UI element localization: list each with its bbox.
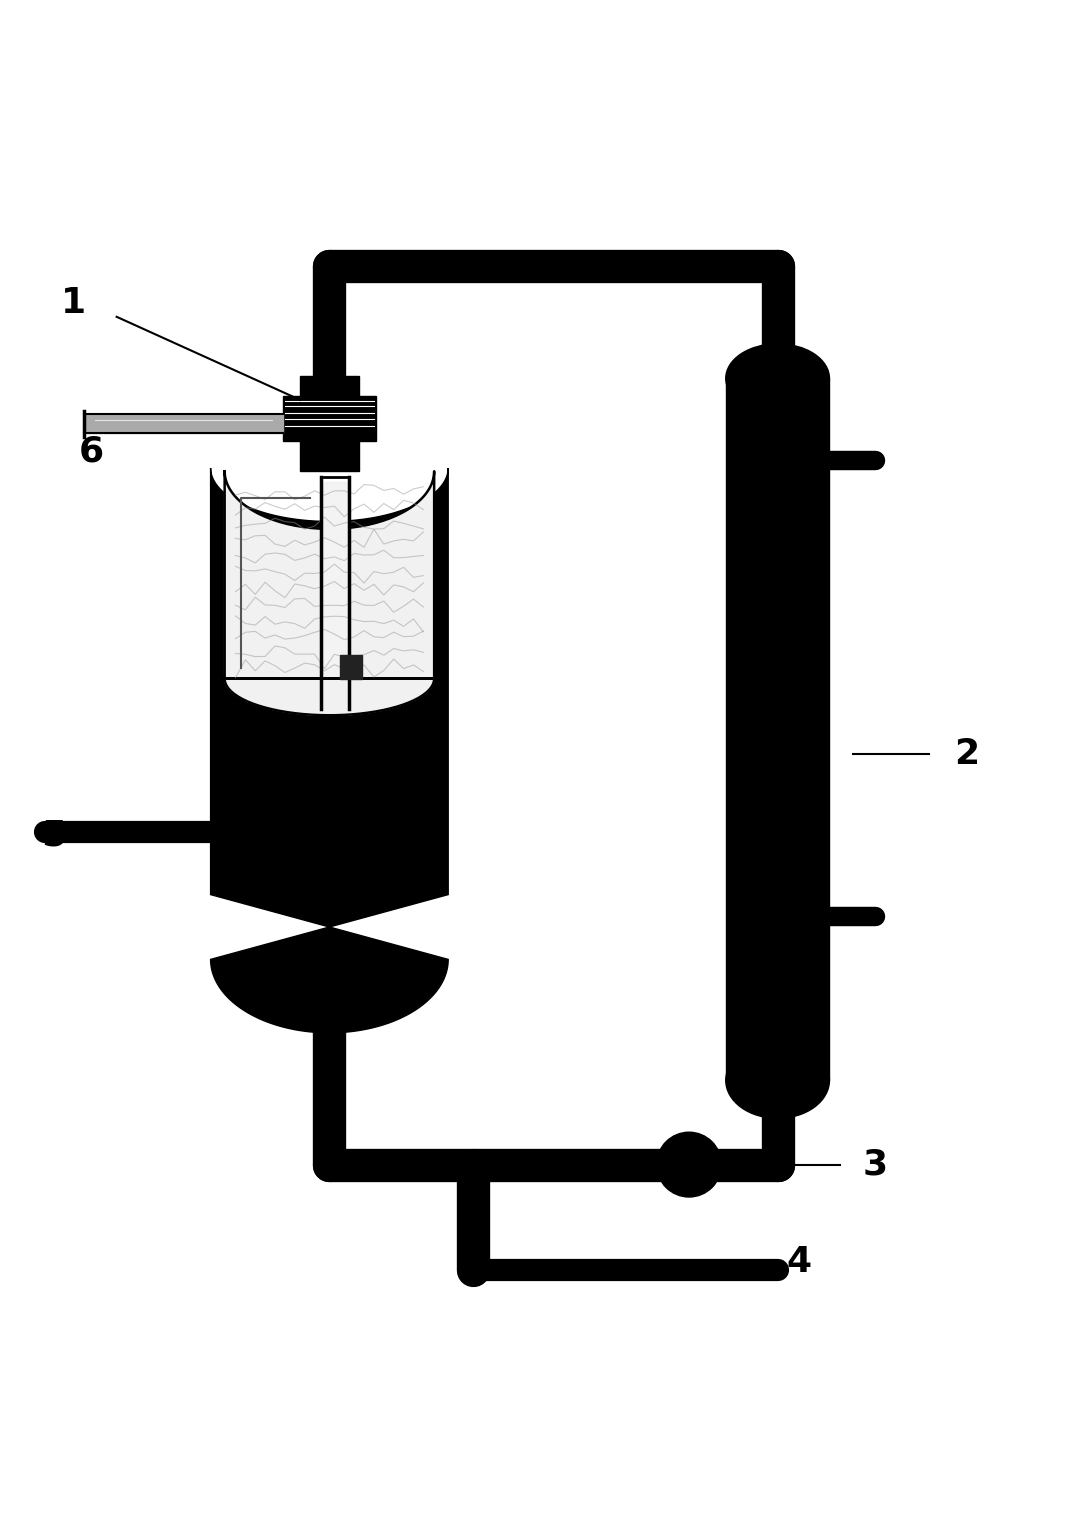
Bar: [323, 482, 347, 667]
Text: 3: 3: [862, 1148, 888, 1181]
Polygon shape: [225, 471, 434, 715]
Text: 1: 1: [60, 286, 86, 320]
Text: 6: 6: [79, 435, 105, 468]
Polygon shape: [211, 468, 448, 1033]
Bar: [323, 482, 347, 667]
Text: 2: 2: [954, 737, 980, 771]
Polygon shape: [225, 471, 434, 715]
Bar: [300, 376, 359, 471]
Ellipse shape: [726, 1042, 829, 1118]
Bar: [84, 415, 283, 433]
Text: 4: 4: [786, 1245, 812, 1279]
Bar: [726, 378, 829, 1080]
Bar: [283, 396, 376, 441]
Ellipse shape: [726, 344, 829, 413]
Text: 5: 5: [41, 819, 67, 852]
Bar: [340, 655, 362, 679]
Circle shape: [657, 1132, 721, 1196]
